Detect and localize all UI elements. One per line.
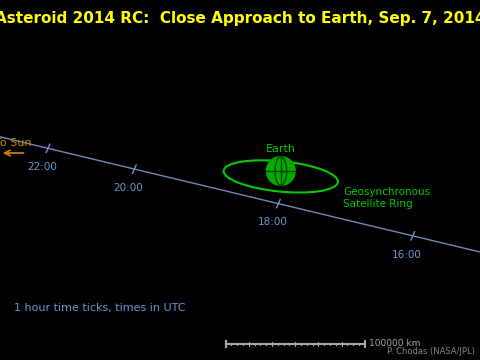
Text: 18:00: 18:00 [258, 217, 288, 227]
Text: To Sun: To Sun [0, 138, 32, 148]
Text: P. Chodas (NASA/JPL): P. Chodas (NASA/JPL) [387, 347, 475, 356]
Text: 16:00: 16:00 [392, 249, 422, 260]
Text: Geosynchronous
Satellite Ring: Geosynchronous Satellite Ring [343, 187, 431, 209]
Text: 1 hour time ticks, times in UTC: 1 hour time ticks, times in UTC [14, 303, 186, 313]
Text: 100000 km: 100000 km [369, 339, 420, 348]
Text: 22:00: 22:00 [27, 162, 57, 172]
Text: Asteroid 2014 RC:  Close Approach to Earth, Sep. 7, 2014: Asteroid 2014 RC: Close Approach to Eart… [0, 11, 480, 26]
Text: 20:00: 20:00 [114, 183, 144, 193]
Ellipse shape [266, 157, 295, 185]
Text: Earth: Earth [266, 144, 296, 154]
